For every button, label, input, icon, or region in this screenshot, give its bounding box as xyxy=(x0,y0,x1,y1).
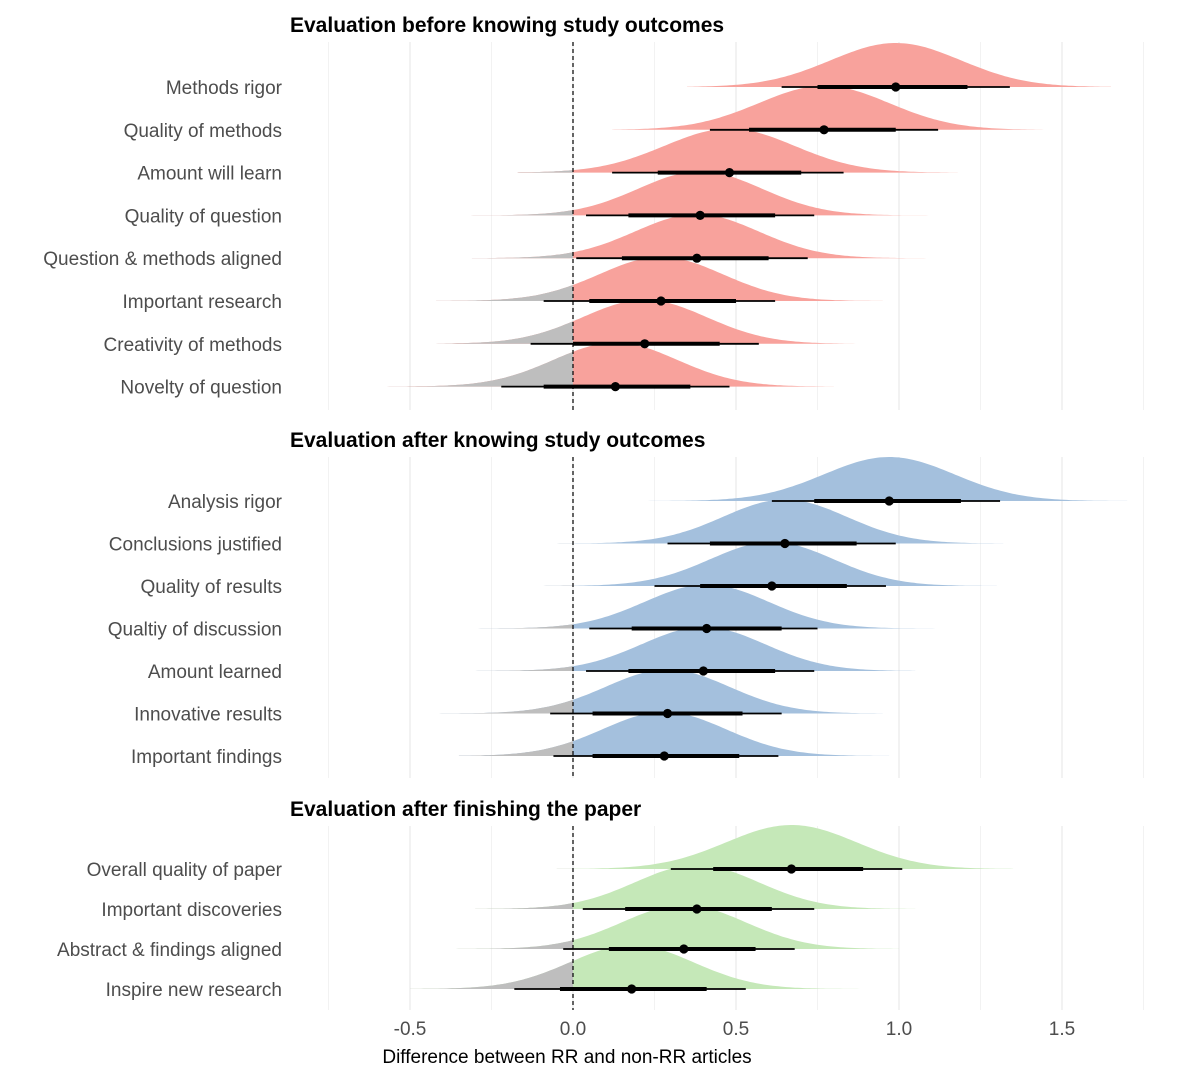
density-below-zero xyxy=(432,321,573,344)
row-label: Quality of results xyxy=(141,577,283,598)
row-label: Quality of question xyxy=(125,206,282,227)
median-point xyxy=(702,623,712,634)
panel-title: Evaluation after finishing the paper xyxy=(290,798,641,821)
panel-title: Evaluation before knowing study outcomes xyxy=(290,14,724,37)
row-label: Conclusions justified xyxy=(109,535,282,556)
density-below-zero xyxy=(471,252,573,259)
median-point xyxy=(659,751,669,761)
row-label: Innovative results xyxy=(134,705,282,726)
median-point xyxy=(692,253,702,263)
median-point xyxy=(627,984,637,994)
density-quality-of-results xyxy=(540,542,997,586)
density-below-zero xyxy=(458,741,573,756)
density-qualtiy-of-discussion xyxy=(455,584,965,629)
median-point xyxy=(692,904,702,914)
median-point xyxy=(695,210,705,220)
median-point xyxy=(656,296,666,306)
density-below-zero xyxy=(436,699,573,714)
density-innovative-results xyxy=(436,669,883,714)
density-below-zero xyxy=(455,624,573,629)
density-abstract-findings-aligned xyxy=(455,905,899,949)
density-quality-of-methods xyxy=(612,85,1053,130)
row-label: Analysis rigor xyxy=(168,492,283,513)
density-amount-learned xyxy=(475,627,916,671)
median-point xyxy=(819,125,829,135)
x-tick-label: 0.0 xyxy=(560,1019,586,1040)
density-below-zero xyxy=(383,351,573,387)
density-question-methods-aligned xyxy=(471,214,939,259)
density-below-zero xyxy=(475,903,573,909)
row-label: Abstract & findings aligned xyxy=(57,940,282,961)
row-label: Question & methods aligned xyxy=(43,249,282,270)
row-label: Qualtiy of discussion xyxy=(108,620,282,641)
median-point xyxy=(662,708,673,719)
median-point xyxy=(891,82,901,92)
median-point xyxy=(884,496,894,506)
density-below-zero xyxy=(517,170,573,173)
row-label: Overall quality of paper xyxy=(87,860,283,881)
row-label: Amount will learn xyxy=(137,164,282,185)
row-label: Amount learned xyxy=(148,662,282,683)
density-important-research xyxy=(436,257,883,301)
median-point xyxy=(780,538,790,549)
density-below-zero xyxy=(556,868,573,869)
row-label: Methods rigor xyxy=(166,78,283,99)
density-below-zero xyxy=(455,210,573,216)
density-amount-will-learn xyxy=(517,128,958,173)
row-label: Important discoveries xyxy=(101,900,282,921)
density-analysis-rigor xyxy=(644,457,1128,501)
x-tick-label: 1.0 xyxy=(886,1019,912,1040)
row-label: Inspire new research xyxy=(106,980,282,1001)
density-important-findings xyxy=(458,712,890,756)
median-point xyxy=(786,864,797,874)
density-novelty-of-question xyxy=(383,342,834,387)
panel-title: Evaluation after knowing study outcomes xyxy=(290,429,705,452)
density-inspire-new-research xyxy=(410,945,860,989)
x-axis-title: Difference between RR and non-RR article… xyxy=(382,1047,751,1068)
density-below-zero xyxy=(540,585,573,586)
x-tick-label: 0.5 xyxy=(723,1019,749,1040)
density-below-zero xyxy=(410,960,573,989)
density-important-discoveries xyxy=(475,865,916,909)
median-point xyxy=(724,168,735,178)
density-creativity-of-methods xyxy=(432,299,867,344)
density-below-zero xyxy=(455,940,573,949)
row-label: Novelty of question xyxy=(120,378,282,399)
median-point xyxy=(698,666,709,676)
row-label: Quality of methods xyxy=(124,121,282,142)
density-conclusions-justified xyxy=(556,499,1004,544)
x-tick-label: 1.5 xyxy=(1049,1019,1075,1040)
density-quality-of-question xyxy=(455,171,932,216)
median-point xyxy=(610,382,620,392)
x-tick-label: -0.5 xyxy=(394,1019,427,1040)
density-overall-quality-of-paper xyxy=(556,825,1014,869)
row-label: Important findings xyxy=(131,747,282,768)
median-point xyxy=(640,339,650,349)
median-point xyxy=(767,581,777,591)
row-label: Important research xyxy=(123,292,282,313)
density-below-zero xyxy=(475,666,573,671)
density-methods-rigor xyxy=(687,43,1111,87)
density-below-zero xyxy=(436,284,573,301)
median-point xyxy=(679,944,689,954)
density-below-zero xyxy=(556,543,573,544)
row-label: Creativity of methods xyxy=(104,335,282,356)
